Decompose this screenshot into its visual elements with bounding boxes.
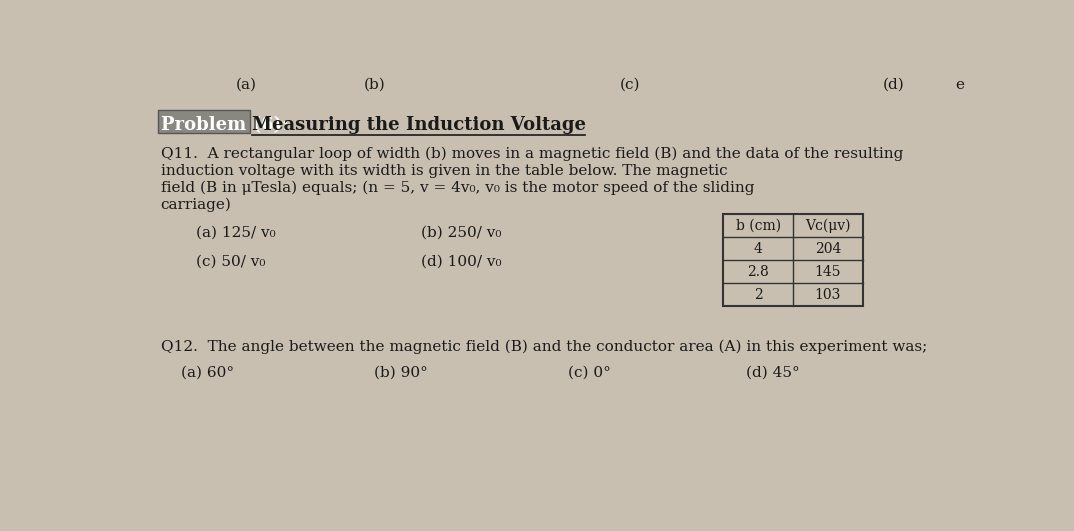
- Text: field (B in μTesla) equals; (n = 5, v = 4v₀, v₀ is the motor speed of the slidin: field (B in μTesla) equals; (n = 5, v = …: [161, 181, 754, 195]
- Text: b (cm): b (cm): [736, 218, 781, 233]
- Text: carriage): carriage): [161, 198, 232, 212]
- Text: e: e: [955, 78, 964, 91]
- Text: 103: 103: [815, 288, 841, 302]
- Text: Q12.  The angle between the magnetic field (B) and the conductor area (A) in thi: Q12. The angle between the magnetic fiel…: [161, 339, 927, 354]
- Text: Problem (6):: Problem (6):: [161, 116, 294, 134]
- Text: 145: 145: [814, 264, 841, 279]
- Text: (d) 100/ v₀: (d) 100/ v₀: [421, 255, 502, 269]
- Text: (c) 50/ v₀: (c) 50/ v₀: [197, 255, 265, 269]
- Text: 2.8: 2.8: [748, 264, 769, 279]
- Text: Q11.  A rectangular loop of width (b) moves in a magnetic field (B) and the data: Q11. A rectangular loop of width (b) mov…: [161, 147, 903, 161]
- Text: (b): (b): [364, 78, 386, 91]
- Text: (b) 90°: (b) 90°: [375, 365, 429, 380]
- Text: (c): (c): [620, 78, 640, 91]
- Text: (a) 60°: (a) 60°: [180, 365, 234, 380]
- Text: (b) 250/ v₀: (b) 250/ v₀: [421, 226, 502, 239]
- Text: (a) 125/ v₀: (a) 125/ v₀: [197, 226, 276, 239]
- Text: (d): (d): [883, 78, 904, 91]
- Text: (c) 0°: (c) 0°: [568, 365, 611, 380]
- Text: Vᴄ(μv): Vᴄ(μv): [806, 218, 851, 233]
- Text: (d) 45°: (d) 45°: [746, 365, 800, 380]
- Text: 204: 204: [815, 242, 841, 255]
- Text: (a): (a): [236, 78, 257, 91]
- Text: induction voltage with its width is given in the table below. The magnetic: induction voltage with its width is give…: [161, 164, 727, 178]
- Bar: [723, 214, 862, 306]
- Text: 4: 4: [754, 242, 763, 255]
- Text: 2: 2: [754, 288, 763, 302]
- FancyBboxPatch shape: [158, 110, 250, 133]
- Text: Measuring the Induction Voltage: Measuring the Induction Voltage: [252, 116, 586, 134]
